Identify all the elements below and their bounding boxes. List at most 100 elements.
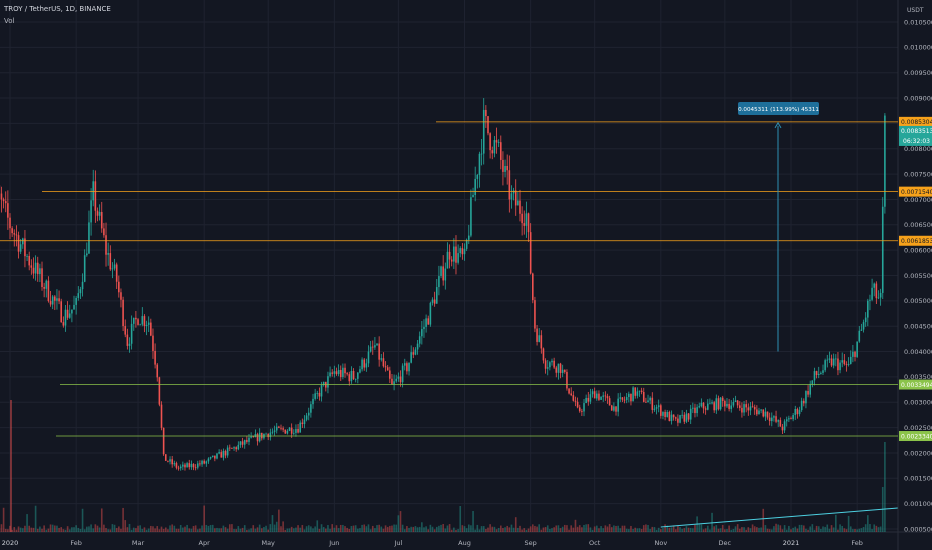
candle-body — [455, 246, 457, 263]
volume-bar — [199, 528, 201, 532]
candle-body — [367, 351, 370, 364]
candle-body — [196, 463, 199, 468]
volume-bar — [297, 525, 299, 532]
candle-body — [209, 457, 212, 459]
y-tick-label: 0.0095000 — [904, 69, 932, 77]
candle-body — [120, 292, 122, 300]
candle-body — [442, 266, 444, 281]
candle-body — [265, 433, 267, 435]
volume-bar — [124, 520, 127, 532]
candle-body — [427, 318, 430, 325]
volume-bar — [408, 527, 410, 532]
volume-bar — [581, 527, 583, 532]
volume-bar — [576, 526, 579, 532]
candle-body — [188, 463, 191, 468]
volume-bar — [485, 529, 487, 532]
candle-body — [709, 403, 711, 405]
candle-body — [478, 153, 481, 175]
candle-body — [497, 142, 500, 143]
volume-bar — [813, 529, 816, 532]
measure-label-box[interactable] — [738, 102, 819, 115]
volume-bar — [805, 528, 807, 532]
volume-bar — [692, 528, 694, 532]
candle-body — [34, 262, 37, 274]
volume-bar — [51, 524, 54, 532]
candle-body — [241, 441, 244, 445]
volume-bar — [741, 527, 743, 532]
volume-bar — [32, 527, 35, 532]
candle-body — [734, 400, 737, 402]
volume-bar — [271, 515, 274, 532]
candle-body — [589, 394, 592, 402]
candle-body — [267, 433, 269, 438]
volume-bar — [527, 528, 530, 532]
volume-bar — [348, 528, 351, 532]
volume-bar — [651, 526, 654, 532]
level-price-label: 0.0071540 — [901, 189, 932, 196]
volume-bar — [250, 528, 252, 532]
volume-bar — [196, 529, 199, 532]
candle-body — [561, 369, 564, 373]
candle-body — [312, 398, 314, 405]
volume-bar — [879, 526, 882, 532]
candle-body — [508, 170, 511, 200]
candle-body — [68, 313, 71, 318]
volume-bar — [275, 521, 278, 532]
candle-body — [747, 407, 750, 411]
volume-bar — [243, 525, 246, 532]
candle-body — [717, 398, 720, 410]
y-tick-label: 0.0015000 — [904, 475, 932, 483]
candle-body — [384, 366, 387, 368]
volume-bar — [623, 525, 626, 532]
volume-bar — [382, 528, 385, 532]
y-tick-label: 0.0080000 — [904, 145, 932, 153]
volume-bar — [406, 526, 408, 532]
candle-body — [649, 397, 651, 401]
volume-bar — [596, 525, 598, 532]
candle-body — [98, 211, 101, 216]
symbol-title: TROY / TetherUS, 1D, BINANCE — [4, 5, 111, 13]
volume-bar — [444, 528, 447, 532]
candle-body — [49, 301, 52, 305]
volume-bar — [679, 527, 681, 532]
candle-body — [674, 417, 677, 419]
candle-body — [109, 253, 112, 270]
level-price-tag — [899, 186, 932, 197]
volume-bar — [465, 528, 468, 532]
candle-body — [860, 329, 863, 331]
candle-body — [638, 390, 641, 392]
volume-bar — [440, 524, 442, 532]
volume-bar — [514, 517, 517, 532]
candle-body — [495, 140, 498, 143]
volume-bar — [412, 526, 415, 532]
volume-bar — [660, 529, 662, 532]
candle-body — [386, 367, 389, 371]
volume-bar — [156, 526, 159, 532]
candle-body — [2, 199, 5, 202]
volume-trendline[interactable] — [660, 507, 898, 528]
volume-bar — [873, 524, 876, 532]
volume-bar — [152, 526, 154, 532]
volume-bar — [773, 526, 775, 532]
candle-body — [103, 228, 105, 236]
volume-bar — [318, 528, 321, 532]
volume-bar — [150, 525, 152, 532]
volume-bar — [472, 511, 474, 532]
candle-body — [284, 429, 287, 434]
candle-body — [514, 190, 517, 206]
candle-body — [239, 441, 242, 445]
candle-body — [783, 421, 786, 431]
candle-body — [553, 360, 555, 368]
candle-body — [732, 401, 735, 406]
volume-bar — [764, 525, 767, 532]
candle-body — [19, 244, 22, 252]
volume-bar — [630, 525, 632, 532]
volume-bar — [852, 529, 854, 532]
volume-bar — [762, 508, 765, 532]
candle-body — [875, 283, 878, 299]
candle-body — [651, 397, 654, 410]
volume-bar — [632, 528, 634, 532]
volume-bar — [747, 527, 750, 532]
